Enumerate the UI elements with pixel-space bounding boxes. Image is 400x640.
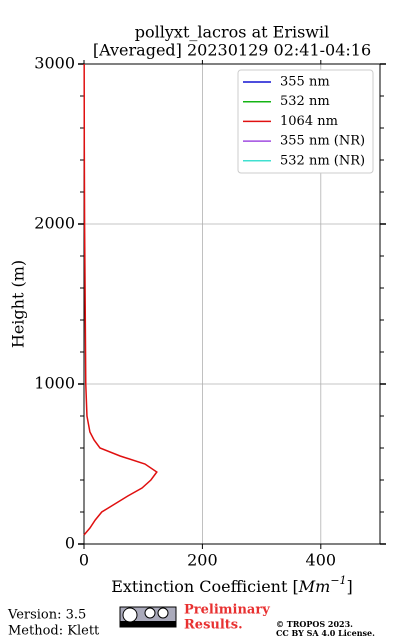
chart-title: [Averaged] 20230129 02:41-04:16 xyxy=(93,41,371,60)
legend-box xyxy=(237,69,374,174)
x-tick-label: 400 xyxy=(306,551,337,570)
legend-label: 1064 nm xyxy=(280,114,338,129)
x-label-part: Mm xyxy=(298,577,331,596)
legend-label: 355 nm (NR) xyxy=(280,134,365,149)
x-label-part: −1 xyxy=(330,574,346,587)
legend: 355 nm 532 nm 1064 nm 355 nm (NR) 532 nm (NR… xyxy=(237,69,374,174)
chart-title: pollyxt_lacros at Eriswil xyxy=(135,23,329,42)
notice: Results. xyxy=(184,618,243,633)
y-tick-label: 2000 xyxy=(34,214,75,233)
copyright: © TROPOS 2023. xyxy=(276,619,353,629)
profile-line xyxy=(83,63,158,536)
x-label-part: Extinction Coefficient [ xyxy=(111,577,299,596)
legend-label: 355 nm xyxy=(280,75,330,90)
x-tick-label: 200 xyxy=(187,551,218,570)
x-label-part: ] xyxy=(347,577,353,596)
legend-label: 532 nm (NR) xyxy=(280,153,365,168)
y-tick-label: 3000 xyxy=(34,54,75,73)
notice: Preliminary xyxy=(184,603,270,618)
y-tick-label: 0 xyxy=(65,534,75,553)
cc-logo xyxy=(119,606,177,628)
version: Version: 3.5 xyxy=(7,608,86,623)
x-tick-label: 0 xyxy=(79,551,89,570)
copyright: CC BY SA 4.0 License. xyxy=(276,628,375,638)
y-tick-label: 1000 xyxy=(34,374,75,393)
y-axis-label: Height (m) xyxy=(9,260,28,348)
method: Method: Klett xyxy=(8,624,100,639)
legend-label: 532 nm xyxy=(280,94,330,109)
plot-frame xyxy=(83,63,381,545)
x-axis-label: Extinction Coefficient [Mm−1] xyxy=(111,574,353,596)
